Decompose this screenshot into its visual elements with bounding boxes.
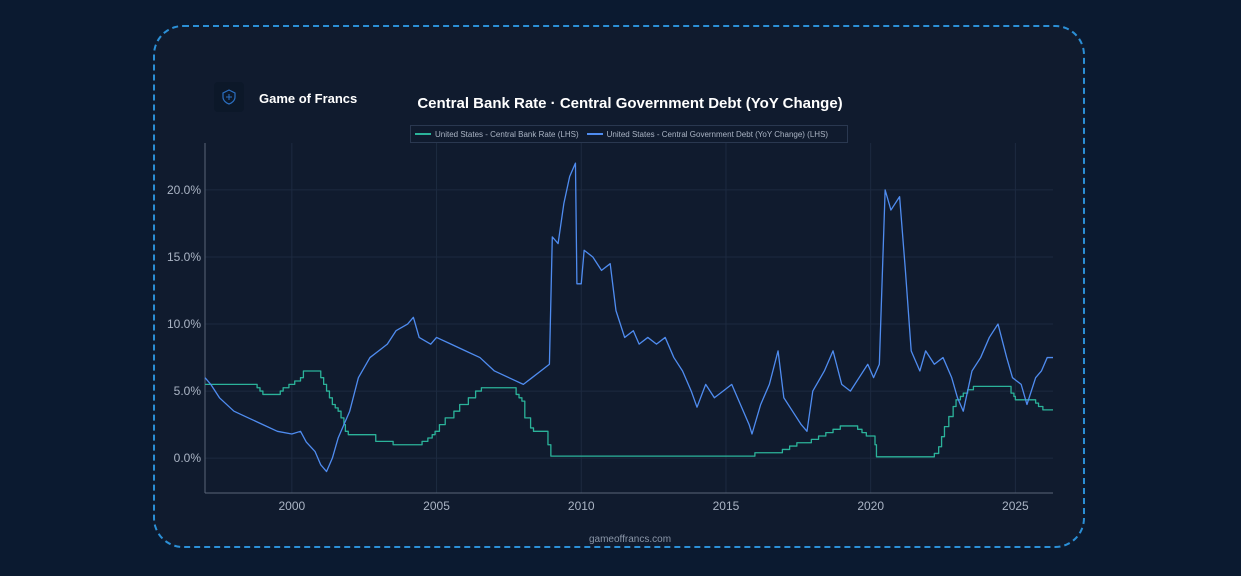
y-tick-label: 0.0% — [174, 451, 202, 465]
shield-icon — [222, 89, 236, 105]
y-tick-label: 20.0% — [167, 183, 201, 197]
legend-swatch-central-bank-rate — [415, 133, 431, 135]
y-tick-label: 5.0% — [174, 384, 202, 398]
footer-url[interactable]: gameoffrancs.com — [588, 534, 672, 545]
x-tick-label: 2010 — [568, 499, 595, 513]
x-tick-label: 2005 — [423, 499, 450, 513]
legend-item-central-bank-rate[interactable]: United States - Central Bank Rate (LHS) — [415, 130, 579, 139]
legend-label-government-debt: United States - Central Government Debt … — [606, 129, 829, 139]
x-tick-label: 2015 — [713, 499, 740, 513]
logo — [214, 82, 244, 112]
legend-item-government-debt[interactable]: United States - Central Government Debt … — [586, 129, 829, 139]
y-tick-label: 15.0% — [167, 250, 201, 264]
x-tick-label: 2000 — [278, 499, 305, 513]
chart-title: Central Bank Rate · Central Government D… — [417, 95, 843, 112]
brand-name: Game of Francs — [259, 91, 358, 106]
series-line-1 — [204, 162, 1053, 473]
y-tick-label: 10.0% — [167, 317, 201, 331]
legend-swatch-government-debt — [586, 133, 603, 135]
chart-card — [153, 25, 1085, 548]
legend-label-central-bank-rate: United States - Central Bank Rate (LHS) — [435, 129, 579, 139]
x-tick-label: 2025 — [1002, 499, 1029, 513]
x-tick-label: 2020 — [857, 499, 884, 513]
series-line-0 — [205, 370, 1053, 458]
chart-legend: United States - Central Bank Rate (LHS) … — [410, 125, 848, 143]
